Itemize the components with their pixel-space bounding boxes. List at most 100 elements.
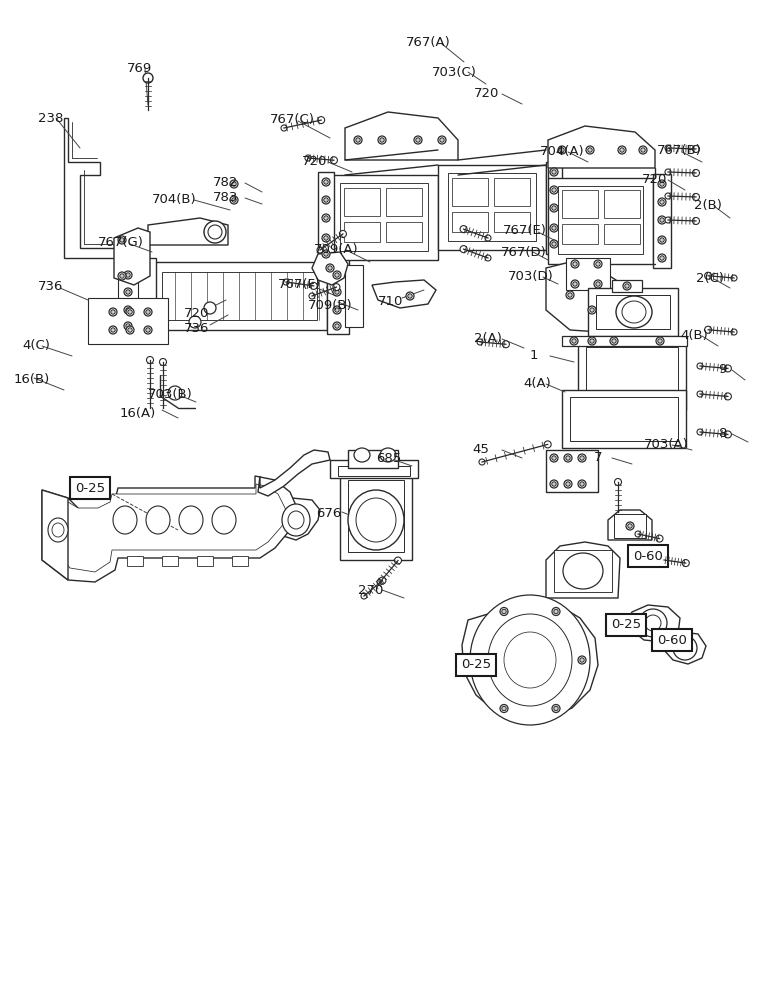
Ellipse shape — [692, 193, 699, 200]
Ellipse shape — [550, 168, 558, 176]
Ellipse shape — [552, 456, 556, 460]
Ellipse shape — [335, 273, 339, 277]
Ellipse shape — [333, 288, 341, 296]
Ellipse shape — [594, 280, 602, 288]
Ellipse shape — [660, 238, 664, 242]
Ellipse shape — [724, 365, 731, 372]
Text: 238: 238 — [38, 112, 63, 125]
Ellipse shape — [322, 214, 330, 222]
Text: 9: 9 — [718, 363, 726, 376]
Bar — [152, 262, 327, 330]
Ellipse shape — [380, 448, 396, 462]
Ellipse shape — [645, 615, 661, 631]
Ellipse shape — [578, 454, 586, 462]
Ellipse shape — [682, 560, 689, 567]
Text: 4(B): 4(B) — [680, 329, 708, 342]
Ellipse shape — [628, 524, 632, 528]
Text: 767(D): 767(D) — [501, 246, 547, 259]
Ellipse shape — [590, 339, 594, 343]
Text: 16(A): 16(A) — [120, 407, 156, 420]
Ellipse shape — [281, 125, 287, 131]
Ellipse shape — [146, 506, 170, 534]
Ellipse shape — [660, 218, 664, 222]
Ellipse shape — [109, 326, 117, 334]
Ellipse shape — [118, 272, 126, 280]
Ellipse shape — [323, 180, 328, 184]
Bar — [118, 265, 138, 327]
Ellipse shape — [212, 506, 236, 534]
Ellipse shape — [616, 296, 652, 328]
Polygon shape — [664, 632, 706, 664]
Ellipse shape — [460, 226, 467, 233]
Ellipse shape — [566, 482, 571, 486]
Ellipse shape — [623, 282, 631, 290]
Bar — [134, 258, 156, 334]
Ellipse shape — [588, 337, 596, 345]
Ellipse shape — [656, 535, 663, 542]
Ellipse shape — [673, 636, 697, 660]
Ellipse shape — [570, 337, 578, 345]
Ellipse shape — [658, 339, 662, 343]
Ellipse shape — [665, 145, 671, 151]
Text: 769: 769 — [127, 62, 152, 75]
Bar — [562, 190, 598, 218]
Ellipse shape — [573, 262, 577, 266]
Text: 0-25: 0-25 — [461, 658, 491, 672]
Ellipse shape — [204, 302, 216, 314]
Bar — [562, 336, 687, 346]
Bar — [327, 258, 349, 334]
Bar — [344, 188, 380, 216]
Bar — [162, 272, 317, 320]
Ellipse shape — [560, 148, 564, 152]
Text: 703(A): 703(A) — [644, 438, 689, 451]
Ellipse shape — [111, 328, 115, 332]
Bar — [546, 162, 562, 254]
Bar — [578, 340, 686, 410]
Ellipse shape — [333, 306, 341, 314]
Text: 767(C): 767(C) — [270, 113, 315, 126]
Bar — [548, 178, 653, 264]
Ellipse shape — [144, 75, 151, 82]
Ellipse shape — [126, 324, 130, 328]
Ellipse shape — [588, 306, 596, 314]
Ellipse shape — [697, 391, 703, 397]
Text: 767(B): 767(B) — [657, 144, 702, 157]
Ellipse shape — [578, 656, 586, 664]
Ellipse shape — [552, 608, 560, 616]
Polygon shape — [345, 112, 458, 160]
Polygon shape — [372, 280, 436, 308]
Ellipse shape — [230, 196, 238, 204]
Ellipse shape — [635, 531, 641, 537]
Ellipse shape — [305, 155, 311, 161]
Ellipse shape — [580, 658, 584, 662]
Bar — [612, 280, 642, 292]
Bar — [494, 212, 530, 232]
Polygon shape — [42, 476, 298, 582]
Ellipse shape — [354, 136, 362, 144]
Ellipse shape — [552, 170, 556, 174]
Ellipse shape — [596, 262, 600, 266]
Text: 703(D): 703(D) — [508, 270, 554, 283]
Bar — [452, 178, 488, 206]
Ellipse shape — [333, 271, 341, 279]
Text: 703(B): 703(B) — [148, 388, 193, 401]
Ellipse shape — [587, 148, 592, 152]
Ellipse shape — [335, 290, 339, 294]
Ellipse shape — [596, 282, 600, 286]
Text: 736: 736 — [184, 322, 209, 335]
Text: 720: 720 — [642, 173, 667, 186]
Text: 0-25: 0-25 — [75, 482, 105, 494]
Ellipse shape — [147, 357, 154, 363]
Ellipse shape — [550, 224, 558, 232]
Ellipse shape — [144, 326, 152, 334]
Text: 2(C): 2(C) — [696, 272, 724, 285]
Bar — [88, 298, 168, 344]
Ellipse shape — [552, 242, 556, 246]
Text: 709(B): 709(B) — [308, 299, 353, 312]
Polygon shape — [104, 302, 160, 340]
Text: 720: 720 — [474, 87, 499, 100]
Bar — [348, 450, 398, 468]
Text: 8: 8 — [718, 427, 726, 440]
Ellipse shape — [144, 308, 152, 316]
Ellipse shape — [724, 431, 731, 438]
